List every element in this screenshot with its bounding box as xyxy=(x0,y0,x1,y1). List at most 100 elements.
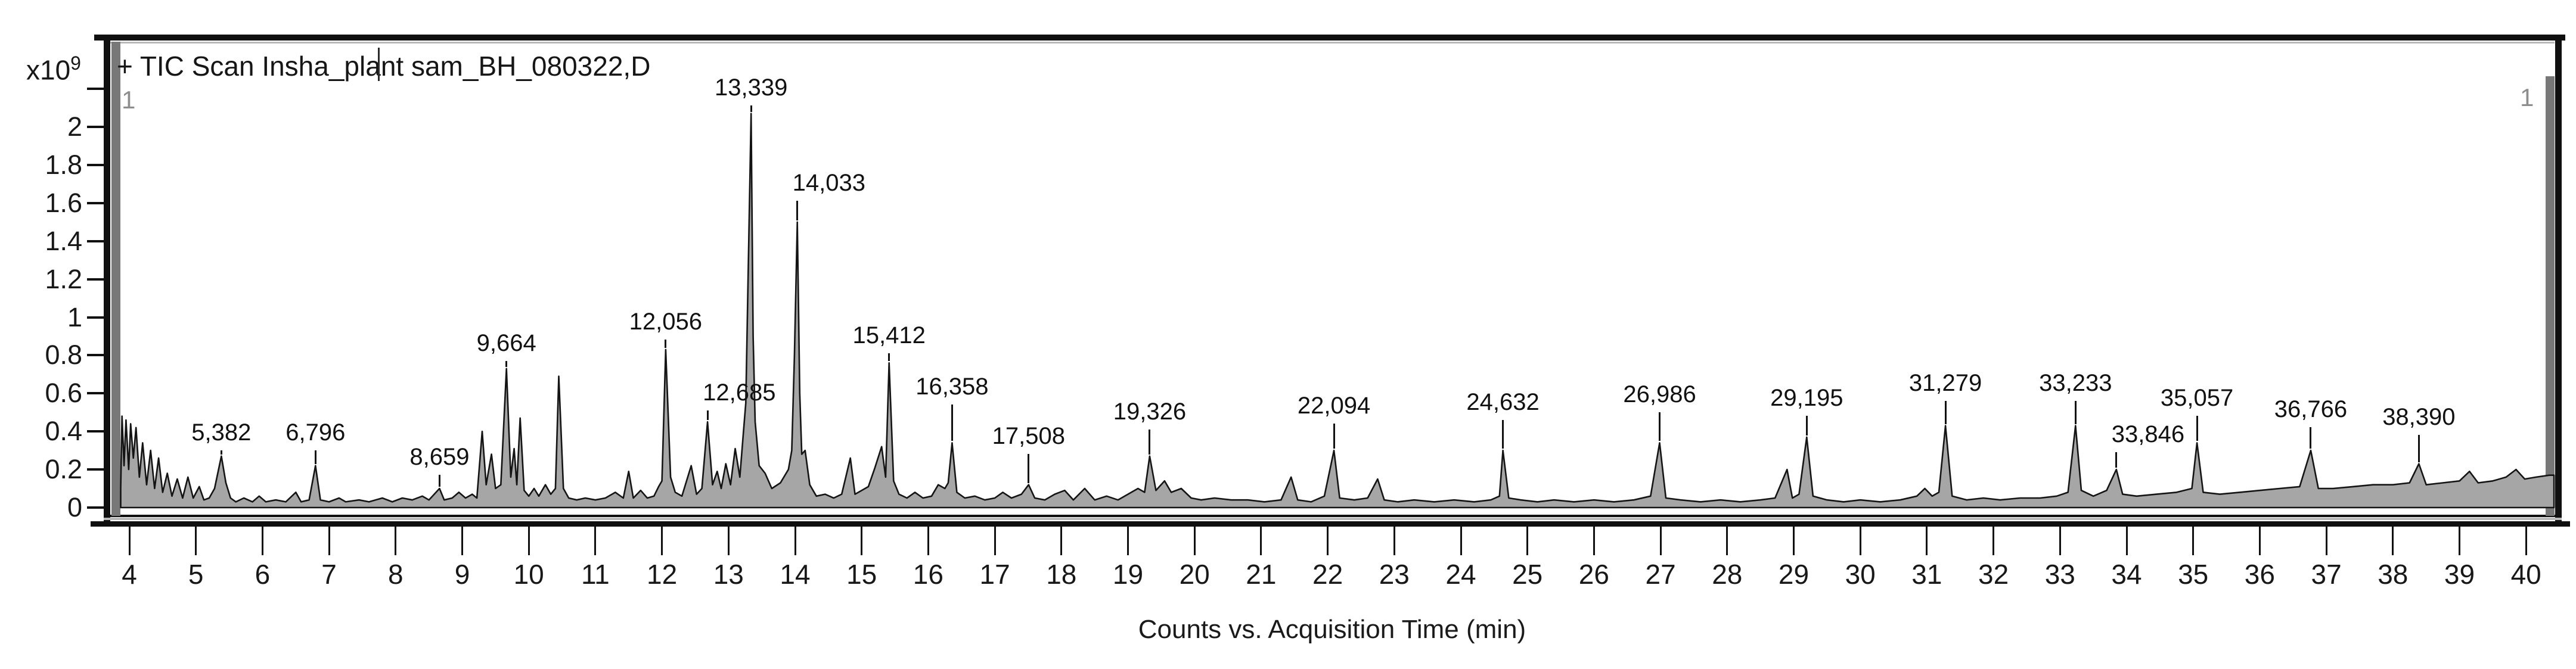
x-axis-tick-label: 20 xyxy=(1179,559,1210,590)
peak-label: 6,796 xyxy=(285,419,346,446)
peak-label: 29,195 xyxy=(1770,385,1843,412)
y-axis-tick xyxy=(87,392,105,395)
peak-label: 8,659 xyxy=(409,444,470,471)
peak-label: 33,846 xyxy=(2111,421,2185,447)
peak-label-leader-line xyxy=(2196,416,2198,441)
x-axis-tick-label: 14 xyxy=(780,559,811,590)
left-edge-clipped-peak-bar xyxy=(111,42,120,516)
peak-label-leader-line xyxy=(796,201,799,220)
plot-border-right xyxy=(2555,35,2562,524)
y-axis-scale-label: x109 xyxy=(26,52,81,86)
peak-label-leader-line xyxy=(1659,412,1661,441)
peak-label-leader-line xyxy=(2417,435,2420,462)
y-axis-tick xyxy=(87,506,105,509)
peak-label-leader-line xyxy=(750,105,752,112)
peak-label: 5,382 xyxy=(191,419,252,446)
peak-label: 12,056 xyxy=(629,309,703,335)
peak-label-leader-line xyxy=(1502,419,1504,449)
x-axis-title: Counts vs. Acquisition Time (min) xyxy=(1138,615,1526,644)
left-edge-marker-label: 1 xyxy=(122,86,136,114)
x-axis-tick-label: 8 xyxy=(388,559,404,590)
right-edge-marker-label: 1 xyxy=(2520,83,2534,111)
y-axis-tick-label: 1 xyxy=(67,301,82,332)
y-axis-tick xyxy=(87,163,105,166)
x-axis-tick xyxy=(2525,527,2527,555)
x-axis-tick-label: 40 xyxy=(2510,559,2541,590)
x-axis-tick-label: 12 xyxy=(647,559,678,590)
y-axis-tick-label: 1.4 xyxy=(45,225,82,256)
x-axis-tick-label: 19 xyxy=(1112,559,1144,590)
x-axis-tick-label: 23 xyxy=(1379,559,1410,590)
chromatogram-title: + TIC Scan Insha_plant sam_BH_080322,D xyxy=(117,51,651,82)
y-axis-tick-label: 0.2 xyxy=(45,454,82,485)
x-axis-tick-label: 4 xyxy=(122,559,137,590)
x-axis-tick-label: 10 xyxy=(513,559,544,590)
y-axis-tick-label: 2 xyxy=(67,111,82,142)
peak-label: 15,412 xyxy=(852,322,926,348)
y-axis-tick-label: 0.4 xyxy=(45,416,82,447)
peak-label: 19,326 xyxy=(1113,398,1187,425)
x-axis-tick xyxy=(1859,527,1861,555)
plot-border-left xyxy=(104,35,110,524)
peak-label: 14,033 xyxy=(792,170,866,197)
y-axis-tick xyxy=(87,316,105,319)
x-axis-tick xyxy=(2059,527,2061,555)
plot-border-top xyxy=(94,35,2565,41)
peak-label: 26,986 xyxy=(1623,381,1696,407)
peak-label: 17,508 xyxy=(992,423,1065,450)
x-axis-tick xyxy=(1926,527,1928,555)
peak-label: 16,358 xyxy=(915,374,989,400)
peak-label: 38,390 xyxy=(2382,404,2456,431)
x-axis-tick xyxy=(2392,527,2394,555)
peak-label: 31,279 xyxy=(1908,369,1982,396)
x-axis-tick xyxy=(261,527,263,555)
peak-label: 9,664 xyxy=(476,329,536,356)
y-axis-tick-label: 0.6 xyxy=(45,378,82,409)
x-axis-tick-label: 36 xyxy=(2244,559,2275,590)
x-axis-tick-label: 26 xyxy=(1578,559,1609,590)
peak-label-leader-line xyxy=(951,404,953,441)
x-axis-tick xyxy=(2459,527,2460,555)
y-axis-tick-label: 0 xyxy=(67,492,82,522)
x-axis-tick xyxy=(1193,527,1196,555)
x-axis-tick-label: 33 xyxy=(2044,559,2075,590)
peak-label: 35,057 xyxy=(2160,385,2234,412)
x-axis-tick-label: 13 xyxy=(713,559,744,590)
peak-label: 22,094 xyxy=(1297,393,1371,419)
x-axis-tick-label: 29 xyxy=(1778,559,1810,590)
x-axis-tick xyxy=(727,527,730,555)
x-axis-tick-label: 27 xyxy=(1645,559,1676,590)
y-axis-tick-label: 0.8 xyxy=(45,340,82,371)
peak-label: 13,339 xyxy=(714,74,788,101)
x-axis-tick-label: 31 xyxy=(1911,559,1942,590)
x-axis-tick xyxy=(1593,527,1595,555)
x-axis-tick-label: 9 xyxy=(454,559,470,590)
x-axis-tick-label: 38 xyxy=(2378,559,2409,590)
x-axis-tick-label: 18 xyxy=(1046,559,1077,590)
y-axis-tick xyxy=(87,201,105,204)
x-axis-tick xyxy=(1726,527,1728,555)
y-axis-tick xyxy=(87,278,105,281)
x-axis-tick-label: 7 xyxy=(321,559,337,590)
x-axis-tick xyxy=(1992,527,1995,555)
x-axis-tick xyxy=(195,527,197,555)
peak-label-leader-line xyxy=(220,450,222,455)
x-axis-tick xyxy=(1526,527,1529,555)
y-axis-tick xyxy=(87,430,105,433)
y-axis-exponent: 9 xyxy=(70,52,81,74)
peak-label-leader-line xyxy=(706,410,709,421)
x-axis-tick xyxy=(1659,527,1662,555)
peak-label-leader-line xyxy=(505,360,508,367)
x-axis-tick xyxy=(994,527,996,555)
x-axis-tick xyxy=(1060,527,1063,555)
x-axis-tick-label: 16 xyxy=(913,559,944,590)
x-axis-tick xyxy=(661,527,663,555)
x-axis-tick xyxy=(1460,527,1462,555)
peak-label: 12,685 xyxy=(703,379,776,406)
y-axis-tick xyxy=(87,354,105,357)
plot-border-bottom-inner xyxy=(104,515,2562,517)
x-axis-tick xyxy=(328,527,330,555)
x-axis-tick xyxy=(395,527,397,555)
